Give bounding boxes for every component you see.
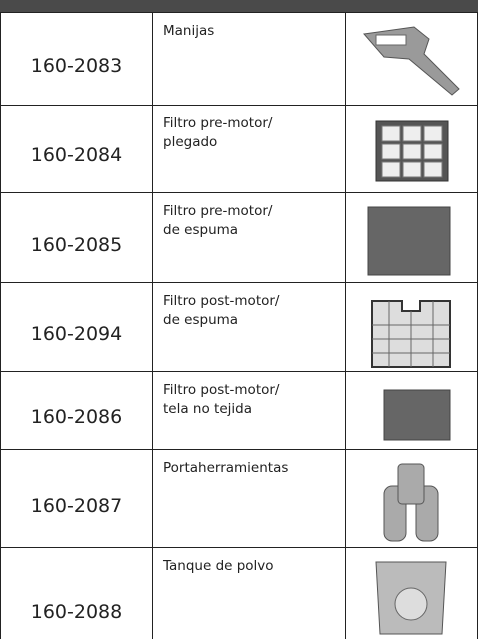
foam-filter-image — [367, 206, 451, 276]
part-cell: 160-2083 — [1, 13, 153, 105]
description: Tanque de polvo — [163, 557, 274, 576]
description: Filtro pre-motor/plegado — [163, 114, 272, 152]
description: Filtro post-motor/de espuma — [163, 292, 279, 330]
part-cell: 160-2094 — [1, 283, 153, 371]
image-cell — [346, 13, 477, 105]
description-cell: Filtro pre-motor/plegado — [153, 105, 346, 192]
description: Filtro post-motor/tela no tejida — [163, 381, 279, 419]
part-cell: 160-2084 — [1, 105, 153, 192]
description-line: Filtro pre-motor/ — [163, 115, 273, 131]
table-row: 160-2085 Filtro pre-motor/de espuma — [0, 193, 478, 283]
image-cell — [346, 283, 477, 371]
description-line: Portaherramientas — [163, 460, 289, 476]
description-line: Filtro pre-motor/ — [163, 203, 273, 219]
table-row: 160-2094 Filtro post-motor/de espuma — [0, 283, 478, 372]
description-cell: Portaherramientas — [153, 450, 346, 547]
post-foam-filter-image — [371, 300, 451, 368]
part-cell: 160-2085 — [1, 193, 153, 282]
description-cell: Filtro post-motor/de espuma — [153, 283, 346, 371]
table-row: 160-2087 Portaherramientas — [0, 450, 478, 548]
part-number: 160-2086 — [30, 405, 123, 428]
description-cell: Filtro post-motor/tela no tejida — [153, 372, 346, 449]
part-number: 160-2087 — [30, 495, 123, 518]
description-cell: Filtro pre-motor/de espuma — [153, 193, 346, 282]
image-cell — [346, 105, 477, 192]
description-line: de espuma — [163, 312, 239, 328]
description-line: Filtro post-motor/ — [163, 293, 280, 309]
part-number: 160-2085 — [30, 233, 123, 256]
table-row: 160-2088 Tanque de polvo — [0, 548, 478, 639]
fabric-filter-image — [383, 389, 451, 441]
description: Filtro pre-motor/de espuma — [163, 202, 272, 240]
description-line: Tanque de polvo — [163, 558, 274, 574]
description: Portaherramientas — [163, 459, 288, 478]
description-line: tela no tejida — [163, 401, 252, 417]
part-number: 160-2094 — [30, 323, 123, 346]
dust-tank-image — [375, 561, 447, 635]
part-cell: 160-2086 — [1, 372, 153, 449]
part-number: 160-2088 — [30, 601, 123, 624]
image-cell — [346, 548, 477, 639]
table-row: 160-2083 Manijas — [0, 12, 478, 106]
description: Manijas — [163, 22, 214, 41]
description-line: plegado — [163, 134, 218, 150]
description-line: Manijas — [163, 23, 215, 39]
handle-image — [363, 26, 460, 96]
tool-holder-image — [383, 463, 439, 542]
pleated-filter-image — [375, 120, 449, 182]
part-cell: 160-2088 — [1, 548, 153, 639]
part-number: 160-2083 — [30, 55, 123, 78]
image-cell — [346, 193, 477, 282]
header-bar — [0, 0, 478, 12]
table-row: 160-2084 Filtro pre-motor/plegado — [0, 105, 478, 193]
part-number: 160-2084 — [30, 144, 123, 167]
part-cell: 160-2087 — [1, 450, 153, 547]
description-line: Filtro post-motor/ — [163, 382, 280, 398]
description-cell: Tanque de polvo — [153, 548, 346, 639]
description-line: de espuma — [163, 222, 239, 238]
table-row: 160-2086 Filtro post-motor/tela no tejida — [0, 372, 478, 450]
description-cell: Manijas — [153, 13, 346, 105]
image-cell — [346, 372, 477, 449]
image-cell — [346, 450, 477, 547]
